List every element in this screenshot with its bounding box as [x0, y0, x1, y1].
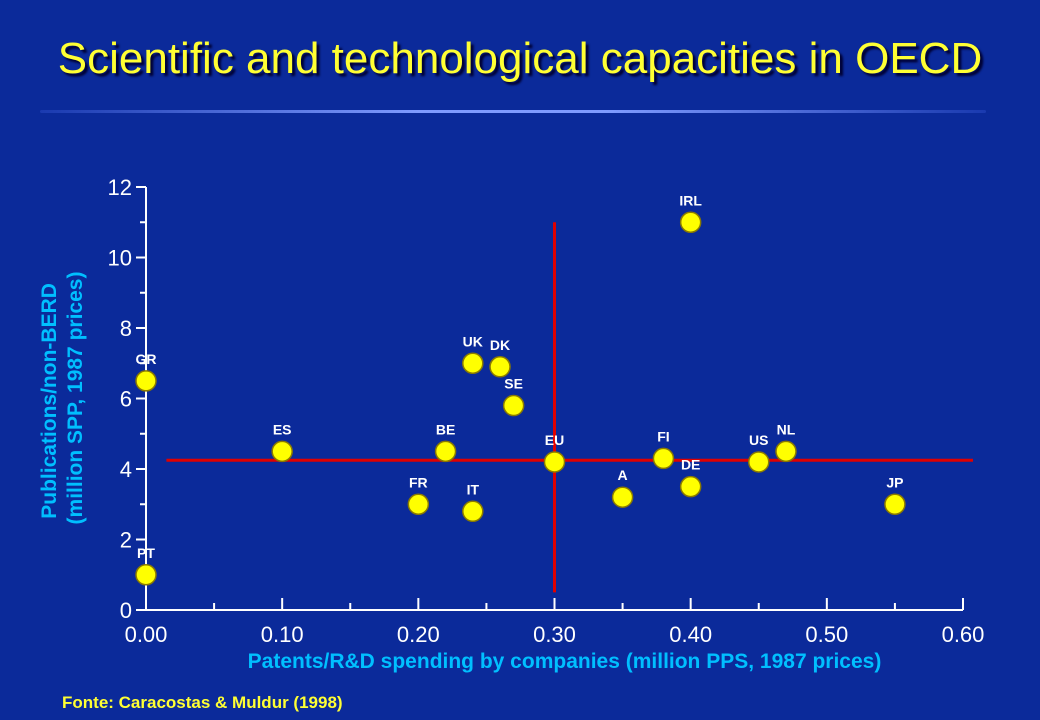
x-tick-labels: 0.00 0.10 0.20 0.30 0.40 0.50 0.60 [125, 622, 985, 647]
data-point-de [679, 475, 702, 498]
data-point-se [502, 394, 525, 417]
point-label-eu: EU [545, 432, 564, 448]
y-axis-label-line-2: (million SPP, 1987 prices) [64, 272, 87, 525]
y-axis-label: Publications/non-BERD (million SPP, 1987… [38, 272, 87, 525]
x-tick-label: 0.50 [805, 622, 848, 647]
y-tick-label: 2 [120, 528, 132, 553]
x-tick-label: 0.00 [125, 622, 168, 647]
y-tick-label: 4 [120, 457, 132, 482]
point-label-it: IT [467, 481, 480, 497]
source-note: Fonte: Caracostas & Muldur (1998) [62, 693, 343, 712]
y-tick-label: 0 [120, 598, 132, 623]
data-point-dk [489, 356, 511, 378]
y-tick-labels: 0 2 4 6 8 10 12 [108, 175, 132, 623]
point-label-pt: PT [137, 545, 155, 561]
data-point-gr [135, 370, 157, 392]
point-label-irl: IRL [679, 192, 702, 208]
x-tick-label: 0.20 [397, 622, 440, 647]
data-point-irl [679, 211, 702, 233]
axes [136, 186, 964, 611]
point-label-a: A [618, 467, 628, 483]
data-point-be [434, 440, 457, 463]
point-label-nl: NL [777, 421, 796, 437]
data-point-fi [652, 447, 675, 470]
y-tick-label: 8 [120, 316, 132, 341]
y-tick-label: 12 [108, 175, 132, 200]
data-point-a [611, 486, 634, 508]
data-point-pt [135, 564, 157, 586]
point-label-us: US [749, 432, 768, 448]
data-point-it [462, 500, 484, 523]
point-label-be: BE [436, 421, 455, 437]
point-label-se: SE [504, 376, 523, 392]
x-tick-label: 0.60 [942, 622, 985, 647]
point-label-fi: FI [657, 428, 669, 444]
point-label-es: ES [273, 421, 292, 437]
point-label-dk: DK [490, 337, 510, 353]
data-point-fr [407, 493, 430, 515]
y-axis-label-line-1: Publications/non-BERD [38, 283, 61, 519]
slide-title: Scientific and technological capacities … [57, 34, 983, 83]
reference-lines [166, 222, 973, 593]
data-point-eu [543, 451, 566, 473]
point-label-de: DE [681, 457, 700, 473]
point-label-fr: FR [409, 474, 428, 490]
x-axis-label: Patents/R&D spending by companies (milli… [248, 650, 882, 673]
data-point-nl [775, 440, 797, 463]
x-tick-label: 0.30 [533, 622, 576, 647]
x-tick-label: 0.10 [261, 622, 304, 647]
point-label-uk: UK [463, 333, 483, 349]
y-tick-label: 10 [108, 246, 132, 271]
point-label-gr: GR [136, 351, 157, 367]
data-point-uk [462, 352, 484, 374]
point-labels: GR PT ES FR BE UK IT DK SE EU A FI IRL DE US NL JP [136, 192, 904, 561]
data-point-es [271, 440, 293, 463]
data-point-us [748, 451, 770, 473]
title-divider [40, 110, 986, 113]
y-tick-label: 6 [120, 387, 132, 412]
data-point-jp [884, 493, 906, 515]
point-label-jp: JP [886, 474, 903, 490]
x-tick-label: 0.40 [669, 622, 712, 647]
data-points [135, 211, 906, 586]
